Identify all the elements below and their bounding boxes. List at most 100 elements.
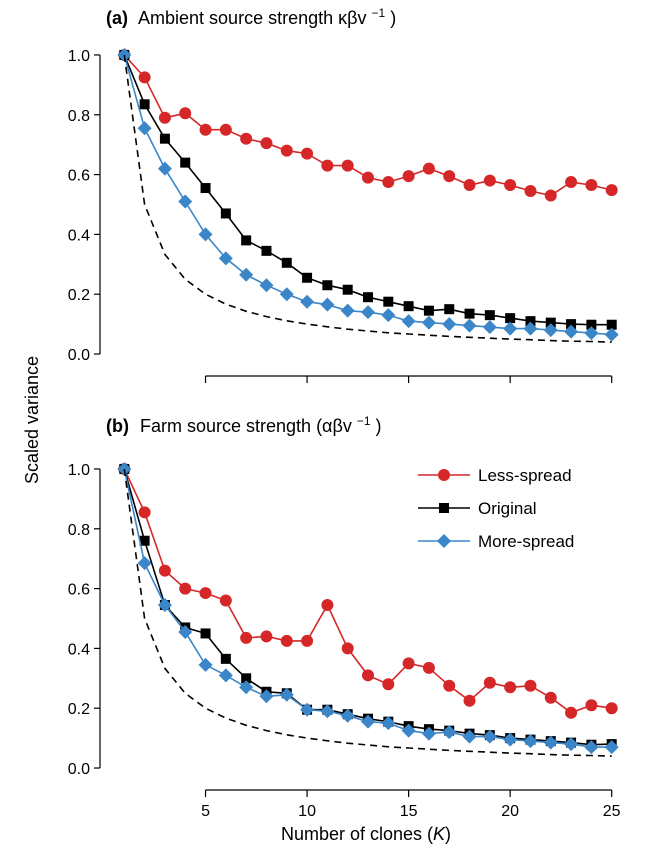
panel-a-point-less [240,132,253,145]
panel-b-point-more [259,689,274,704]
panel-b-point-more [604,740,619,755]
panel-b-point-less [605,702,618,715]
panel-a-point-less [341,159,354,172]
panel-b-y-tick-label: 0.6 [68,582,90,599]
legend-marker-more [437,534,451,548]
panel-a-y-tick-label: 1.0 [68,48,90,65]
panel-b-point-less [422,661,435,674]
panel-a-point-original [566,319,577,330]
panel-a-point-less [260,137,273,150]
legend-marker-less [438,469,450,481]
panel-a-point-less [585,179,598,192]
x-axis-title-symbol: K [433,824,446,844]
panel-a-point-original [525,316,536,327]
panel-a-point-original [505,313,516,324]
panel-a-point-more [564,324,579,339]
panel-a-point-more [421,315,436,330]
panel-b-point-more [462,729,477,744]
panel-b-point-more [503,732,518,747]
x-axis-title-suffix: ) [445,824,451,844]
panel-a-point-less [362,171,374,184]
panel-a-y-tick-label: 0.0 [68,347,90,364]
panel-a-point-more [401,314,416,329]
legend: Less-spread Original More-spread [418,466,574,551]
panel-a-point-original [261,245,272,256]
panel-a-point-less [402,170,415,183]
panel-b-point-less [402,657,415,670]
x-axis-title: Number of clones (K) [281,824,451,844]
panel-b-point-less [524,679,537,692]
panel-a-point-original [586,319,597,330]
panel-b-point-original [139,535,150,546]
panel-a-point-original [383,296,394,307]
panel-b-title-sup: −1 [357,414,371,428]
panel-a-point-more [157,161,172,176]
panel-b-point-original [200,628,211,639]
panel-b-point-less [585,699,598,712]
panel-b-point-less [504,681,517,694]
panel-b-point-more [543,735,558,750]
panel-a-point-original [200,183,211,194]
y-axis-title: Scaled variance [22,356,42,484]
panel-b-point-more [320,704,335,719]
panel-a-point-original [322,280,333,291]
panel-b-point-more [442,725,457,740]
panel-b-title-text: Farm source strength (αβv [140,416,352,436]
panel-b-point-more [137,556,152,571]
panel-a-point-less [483,174,496,187]
panel-a-point-more [503,321,518,336]
panel-a-y-tick-label: 0.4 [68,227,90,244]
panel-a-point-original [363,292,373,303]
panel-b-point-less [260,630,273,643]
panel-b-x-tick-label: 25 [603,803,621,820]
panel-b-series-line-original [123,468,612,746]
panel-a-series-line-reference [123,54,612,343]
panel-b-point-more [381,716,396,731]
panel-a-point-less [321,159,334,172]
panel-a-point-less [301,147,314,160]
panel-b-series [117,461,619,757]
panel-a-point-more [279,287,294,302]
panel-a-y-tick-label: 0.8 [68,108,90,125]
panel-a-point-less [565,176,578,189]
panel-b-x-tick-label: 10 [298,803,316,820]
panel-a-letter: (a) [106,8,128,28]
panel-a-point-more [259,278,274,293]
panel-a-point-original [281,257,292,268]
panel-a-point-original [484,310,495,321]
panel-a-point-more [482,320,497,335]
panel-a-title-sup: −1 [372,6,386,20]
panel-b-x-tick-label: 20 [501,803,519,820]
panel-b-point-less [240,631,253,644]
panel-a-point-more [584,326,599,341]
panel-b-y-tick-label: 0.8 [68,522,90,539]
panel-b-point-more [117,461,132,476]
panel-a-point-more [462,318,477,333]
panel-b-point-more [239,680,254,695]
panel-b-series-line-more [123,468,612,748]
panel-b-y-tick-label: 0.4 [68,641,90,658]
panel-b-x-tick-label: 15 [400,803,418,820]
panel-b-point-less [199,587,212,600]
panel-b-point-more [218,668,233,683]
panel-b-point-more [523,734,538,749]
panel-b-point-less [219,594,232,607]
panel-b-point-more [198,657,213,672]
legend-label-more: More-spread [478,532,574,551]
panel-a-point-original [545,317,556,328]
panel-a-point-less [544,189,557,202]
panel-a-point-more [300,294,315,309]
panel-a-point-original [444,304,455,315]
panel-a-point-more [198,227,213,242]
panel-a: (a) Ambient source strength κβv −1 ) 0.0… [68,6,619,383]
panel-b-point-less [179,582,192,595]
panel-a-point-less [219,123,232,136]
panel-a-series [117,47,619,343]
panel-a-point-more [442,317,457,332]
panel-a-point-original [139,99,150,110]
panel-a-point-more [239,267,254,282]
panel-a-point-original [423,305,434,316]
panel-a-point-less [463,179,476,192]
panel-b-point-more [584,740,599,755]
